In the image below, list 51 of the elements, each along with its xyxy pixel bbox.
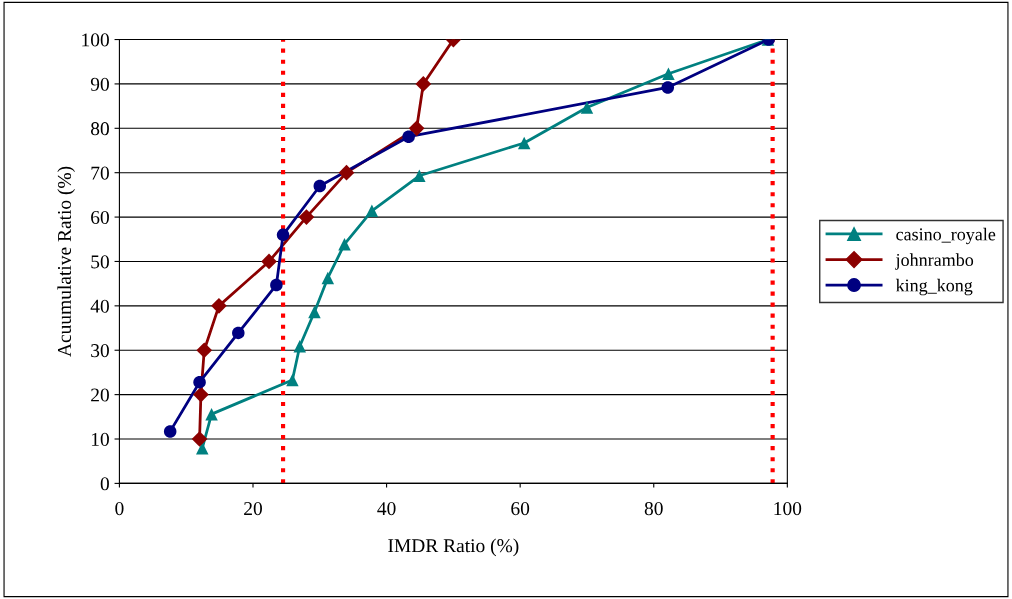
point: [286, 373, 299, 387]
point: [413, 169, 426, 183]
y-tick-label: 60: [91, 210, 109, 225]
point: [196, 342, 213, 359]
y-tick-label: 40: [90, 299, 109, 313]
point: [402, 130, 415, 143]
x-axis-title: IMDR Ratio (%): [388, 538, 519, 557]
y-tick-label: 80: [90, 122, 109, 136]
point: [415, 76, 432, 92]
point: [163, 425, 177, 438]
point: [313, 179, 327, 193]
point: [580, 101, 594, 114]
point: [517, 136, 531, 150]
legend-label: king_kong: [895, 278, 973, 296]
point: [365, 204, 379, 218]
y-tick-label: 0: [100, 477, 109, 491]
point: [338, 164, 355, 181]
x-tick-label: 0: [115, 502, 124, 516]
point: [205, 407, 218, 421]
x-tick-label: 20: [244, 502, 262, 516]
x-tick-label: 60: [511, 502, 530, 516]
x-tick-label: 80: [644, 502, 663, 516]
point: [338, 237, 351, 251]
point: [211, 297, 227, 314]
x-tick-label: 40: [377, 502, 396, 516]
legend-label: casino_royale: [896, 227, 996, 245]
point: [662, 67, 675, 80]
legend-label: johnrambo: [895, 253, 974, 270]
point: [308, 305, 321, 319]
y-tick-label: 20: [91, 388, 109, 402]
point: [298, 209, 315, 225]
y-axis-title: Acuumulative Ratio (%): [57, 166, 75, 357]
point: [232, 326, 245, 340]
x-tick-label: 100: [774, 502, 802, 516]
point: [193, 375, 206, 389]
y-tick-label: 90: [90, 77, 109, 91]
point: [408, 120, 425, 137]
point: [270, 278, 283, 292]
point: [191, 431, 208, 447]
point: [276, 228, 290, 242]
y-tick-label: 30: [91, 344, 109, 358]
point: [261, 253, 277, 270]
point: [193, 386, 209, 403]
y-tick-label: 50: [91, 255, 109, 269]
point: [195, 442, 209, 455]
point: [661, 81, 675, 94]
y-tick-label: 70: [91, 166, 109, 180]
y-tick-label: 10: [91, 432, 109, 446]
point: [321, 271, 335, 285]
y-tick-label: 100: [82, 33, 109, 47]
point: [293, 339, 306, 353]
